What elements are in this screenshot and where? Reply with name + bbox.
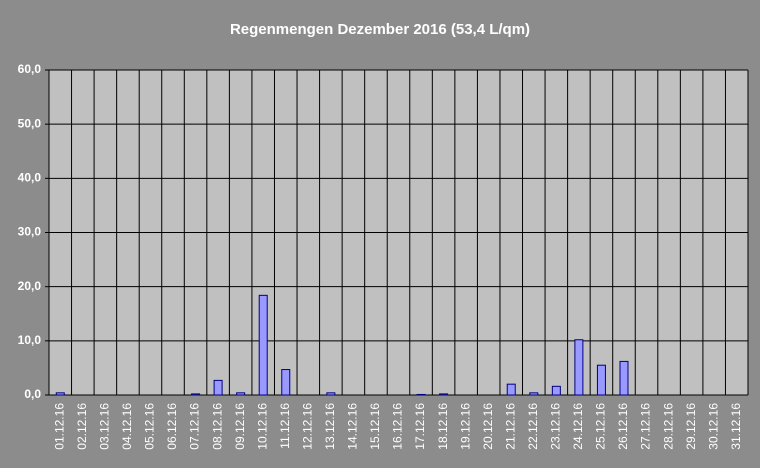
x-tick-label: 22.12.16 [526, 403, 540, 450]
x-tick-label: 28.12.16 [661, 403, 675, 450]
x-tick-label: 18.12.16 [436, 403, 450, 450]
y-tick-label: 60,0 [18, 62, 42, 76]
x-tick-label: 12.12.16 [300, 403, 314, 450]
x-tick-label: 25.12.16 [594, 403, 608, 450]
bar [213, 379, 223, 396]
x-tick-label: 07.12.16 [188, 403, 202, 450]
x-tick-label: 29.12.16 [684, 403, 698, 450]
bar [596, 364, 606, 396]
x-tick-label: 04.12.16 [120, 403, 134, 450]
y-tick-label: 20,0 [18, 279, 42, 293]
x-tick-label: 27.12.16 [639, 403, 653, 450]
bar [574, 339, 584, 396]
x-tick-label: 16.12.16 [391, 403, 405, 450]
x-tick-label: 08.12.16 [210, 403, 224, 450]
x-tick-label: 06.12.16 [165, 403, 179, 450]
x-tick-label: 20.12.16 [481, 403, 495, 450]
bar [236, 392, 246, 396]
x-tick-label: 11.12.16 [278, 403, 292, 449]
bar [326, 392, 336, 396]
x-tick-label: 10.12.16 [255, 403, 269, 450]
x-tick-label: 17.12.16 [413, 403, 427, 450]
x-tick-label: 09.12.16 [233, 403, 247, 450]
x-tick-label: 14.12.16 [346, 403, 360, 450]
bar [439, 393, 449, 396]
y-tick-label: 0,0 [24, 387, 41, 401]
x-tick-label: 21.12.16 [503, 403, 517, 450]
x-tick-label: 19.12.16 [458, 403, 472, 450]
bar [506, 383, 516, 396]
x-tick-label: 15.12.16 [368, 403, 382, 450]
x-tick-label: 02.12.16 [75, 403, 89, 450]
y-tick-label: 40,0 [18, 171, 42, 185]
x-tick-label: 03.12.16 [98, 403, 112, 450]
x-tick-label: 13.12.16 [323, 403, 337, 450]
bar [258, 294, 268, 396]
x-tick-label: 30.12.16 [706, 403, 720, 450]
bar [55, 392, 65, 396]
x-tick-label: 01.12.16 [52, 403, 66, 450]
x-tick-label: 23.12.16 [549, 403, 563, 450]
x-tick-label: 31.12.16 [729, 403, 743, 450]
x-tick-label: 24.12.16 [571, 403, 585, 450]
x-tick-label: 05.12.16 [143, 403, 157, 450]
y-tick-label: 30,0 [18, 225, 42, 239]
y-tick-label: 50,0 [18, 116, 42, 130]
chart-title: Regenmengen Dezember 2016 (53,4 L/qm) [230, 21, 530, 38]
bar [191, 393, 201, 396]
bar [416, 393, 426, 396]
y-tick-label: 10,0 [18, 333, 42, 347]
bar [551, 385, 561, 396]
bar [529, 392, 539, 396]
bar [281, 369, 291, 396]
bar [619, 360, 629, 396]
x-tick-label: 26.12.16 [616, 403, 630, 450]
